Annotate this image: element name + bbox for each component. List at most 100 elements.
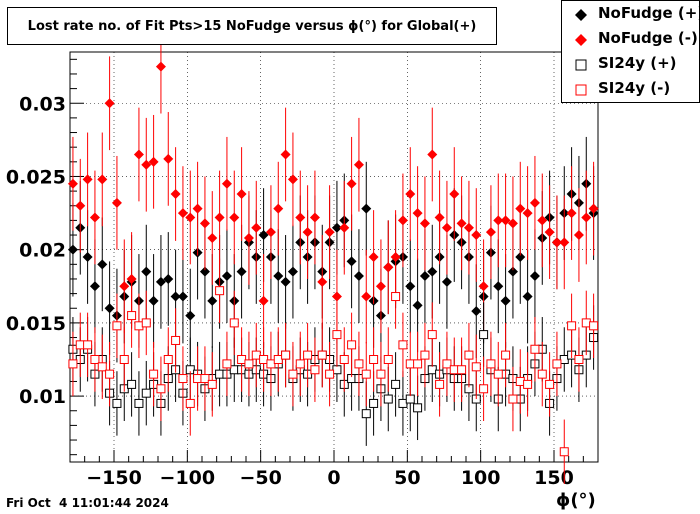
data-point [427,149,438,160]
data-point [559,237,570,248]
data-point [185,398,195,408]
data-point [332,330,342,340]
data-point [405,359,415,369]
data-point [441,222,452,233]
data-point [581,318,591,328]
data-point [522,291,533,302]
data-point [90,355,100,364]
data-point [471,362,481,372]
data-point [325,369,335,379]
data-point [427,365,437,375]
data-point [544,227,555,238]
x-tick-label: 0 [327,467,340,489]
data-point [537,215,548,226]
data-point [398,340,408,350]
data-point [200,374,210,384]
data-point [485,227,496,238]
data-point [67,244,78,255]
y-tick-label: 0.025 [6,166,66,188]
data-point [237,355,247,364]
legend-item-nofudge-minus: NoFudge (-) [562,27,700,51]
legend-item-si24y-plus: SI24y (+) [562,52,700,76]
data-point [405,394,415,404]
data-point [288,369,298,379]
data-point [97,259,108,270]
data-point [105,369,115,379]
data-point [214,212,225,223]
data-point [141,388,151,398]
data-point [471,230,482,241]
legend-label: SI24y (+) [598,54,677,72]
data-point [361,291,372,302]
legend-label: SI24y (-) [598,79,671,97]
data-point [515,376,525,386]
data-point [266,359,276,369]
data-point [588,203,599,214]
data-point [302,227,313,238]
data-point [141,266,152,277]
data-point [559,447,569,457]
data-point [281,350,291,360]
data-point [215,286,225,296]
data-point [75,340,85,350]
data-point [309,212,320,223]
data-point [119,355,129,364]
data-point [141,318,151,328]
data-point [507,218,518,229]
data-point [573,230,584,241]
legend-label: NoFudge (+) [598,4,700,22]
data-point [97,174,108,185]
data-point [104,303,115,314]
data-point [229,365,239,375]
data-point [324,227,335,238]
data-point [273,203,284,214]
legend-item-si24y-minus: SI24y (-) [562,77,700,101]
data-point [346,256,357,267]
data-point [391,292,401,302]
data-point [133,149,144,160]
data-point [75,200,86,211]
data-point [317,350,327,360]
data-point [500,215,511,226]
open-square-icon [575,59,587,71]
data-point [287,266,298,277]
data-point [332,365,342,375]
data-point [347,340,357,350]
data-point [199,218,210,229]
data-point [508,394,518,404]
chart-title: Lost rate no. of Fit Pts>15 NoFudge vers… [27,18,477,34]
data-point [185,310,196,321]
data-point [67,178,78,189]
data-point [471,306,482,317]
data-point [192,203,203,214]
data-point [163,355,173,364]
x-tick-label: −100 [160,467,216,489]
data-point [193,374,203,384]
data-point [435,379,445,389]
data-point [163,273,174,284]
x-tick-label: 150 [534,467,574,489]
data-point [97,362,107,372]
data-point [434,212,445,223]
data-point [310,365,320,375]
data-point [222,359,232,369]
data-point [82,252,93,262]
data-point [126,273,137,284]
data-point [177,208,188,219]
data-point [500,295,511,306]
data-point [589,321,599,331]
data-point [397,215,408,226]
data-point [119,281,130,292]
data-point [259,355,269,364]
data-point [479,330,489,340]
data-point [170,189,181,200]
chart-title-box: Lost rate no. of Fit Pts>15 NoFudge vers… [7,7,497,45]
data-point [89,212,100,223]
data-point [339,355,349,364]
data-point [529,197,540,208]
data-point [441,276,452,287]
data-point [478,281,489,292]
data-point [449,189,460,200]
legend: NoFudge (+) NoFudge (-) SI24y (+) SI24y … [561,0,700,103]
data-point [303,350,313,360]
